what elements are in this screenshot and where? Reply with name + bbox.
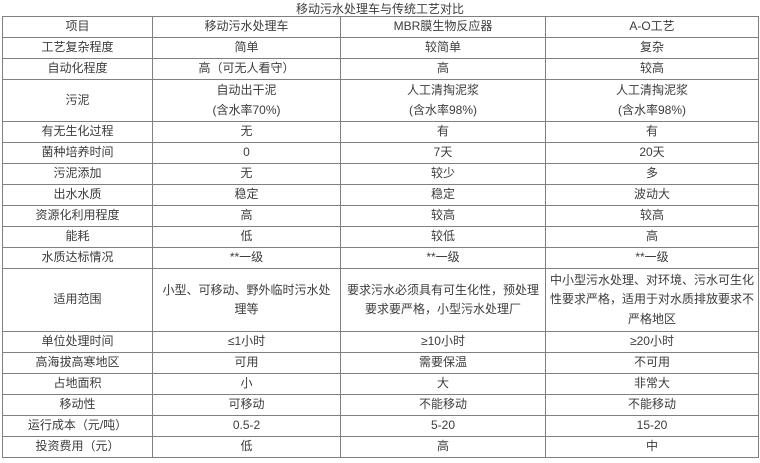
header-cell: 项目: [2, 16, 153, 38]
data-cell: 稳定: [340, 184, 546, 206]
data-cell: 高: [545, 226, 759, 248]
row-label-cell: 移动性: [2, 394, 153, 416]
data-cell: 较低: [340, 226, 546, 248]
data-cell: 20天: [545, 142, 759, 164]
data-cell: 较高: [340, 205, 546, 227]
header-cell: 移动污水处理车: [152, 16, 341, 38]
row-label-cell: 菌种培养时间: [2, 142, 153, 164]
header-cell: A-O工艺: [545, 16, 759, 38]
data-cell: 无: [152, 163, 341, 185]
data-cell: 需要保温: [340, 352, 546, 374]
table-row: 单位处理时间 ≤1小时 ≥10小时 ≥20小时: [2, 331, 759, 353]
data-cell: 15-20: [545, 415, 759, 437]
data-cell: 较高: [545, 205, 759, 227]
data-cell: 多: [545, 163, 759, 185]
table-row: 运行成本（元/吨） 0.5-2 5-20 15-20: [2, 415, 759, 437]
table-row: 有无生化过程 无 有 有: [2, 121, 759, 143]
data-cell: 波动大: [545, 184, 759, 206]
data-cell: ≥10小时: [340, 331, 546, 353]
data-cell: 不可用: [545, 352, 759, 374]
table-header-row: 项目 移动污水处理车 MBR膜生物反应器 A-O工艺: [2, 16, 759, 38]
table-row: 适用范围 小型、可移动、野外临时污水处理等 要求污水必须具有可生化性，预处理要求…: [2, 268, 759, 332]
row-label-cell: 占地面积: [2, 373, 153, 395]
table-row: 资源化利用程度 高 较高 较高: [2, 205, 759, 227]
data-cell: 7天: [340, 142, 546, 164]
data-cell: 有: [340, 121, 546, 143]
data-cell: 简单: [152, 37, 341, 59]
data-cell: 较少: [340, 163, 546, 185]
data-cell: 不能移动: [545, 394, 759, 416]
data-cell: 低: [152, 226, 341, 248]
data-cell: 有: [545, 121, 759, 143]
data-cell: 中小型污水处理、对环境、污水可生化性要求严格，适用于对水质排放要求不严格地区: [545, 268, 759, 332]
row-label-cell: 有无生化过程: [2, 121, 153, 143]
data-cell: 可用: [152, 352, 341, 374]
row-label-cell: 水质达标情况: [2, 247, 153, 269]
data-cell: ≤1小时: [152, 331, 341, 353]
data-cell: 高: [340, 436, 546, 458]
row-label-cell: 能耗: [2, 226, 153, 248]
data-cell: 要求污水必须具有可生化性，预处理要求要严格，小型污水处理厂: [340, 268, 546, 332]
data-cell: 小: [152, 373, 341, 395]
table-row: 水质达标情况 **一级 **一级 **一级: [2, 247, 759, 269]
table-row: 占地面积 小 大 非常大: [2, 373, 759, 395]
data-cell: 较简单: [340, 37, 546, 59]
row-label-cell: 污泥添加: [2, 163, 153, 185]
row-label-cell: 运行成本（元/吨）: [2, 415, 153, 437]
table-row: 移动性 可移动 不能移动 不能移动: [2, 394, 759, 416]
table-row: 高海拔高寒地区 可用 需要保温 不可用: [2, 352, 759, 374]
data-cell: 0.5-2: [152, 415, 341, 437]
row-label-cell: 污泥: [2, 79, 153, 122]
table-row: 污泥添加 无 较少 多: [2, 163, 759, 185]
data-cell: 无: [152, 121, 341, 143]
data-cell: 人工清掏泥浆 (含水率98%): [340, 79, 546, 122]
data-cell: 较高: [545, 58, 759, 80]
data-cell: 高（可无人看守）: [152, 58, 341, 80]
header-cell: MBR膜生物反应器: [340, 16, 546, 38]
data-cell: 中: [545, 436, 759, 458]
data-cell: 高: [340, 58, 546, 80]
row-label-cell: 工艺复杂程度: [2, 37, 153, 59]
row-label-cell: 单位处理时间: [2, 331, 153, 353]
table-row: 污泥 自动出干泥 (含水率70%) 人工清掏泥浆 (含水率98%) 人工清掏泥浆…: [2, 79, 759, 122]
data-cell: 5-20: [340, 415, 546, 437]
data-cell: 人工清掏泥浆 (含水率98%): [545, 79, 759, 122]
data-cell: 不能移动: [340, 394, 546, 416]
data-cell: 自动出干泥 (含水率70%): [152, 79, 341, 122]
table-row: 菌种培养时间 0 7天 20天: [2, 142, 759, 164]
data-cell: 大: [340, 373, 546, 395]
table-row: 能耗 低 较低 高: [2, 226, 759, 248]
data-cell: 低: [152, 436, 341, 458]
table-row: 投资费用（元） 低 高 中: [2, 436, 759, 458]
data-cell: 高: [152, 205, 341, 227]
data-cell: **一级: [152, 247, 341, 269]
row-label-cell: 出水水质: [2, 184, 153, 206]
row-label-cell: 投资费用（元）: [2, 436, 153, 458]
table-row: 自动化程度 高（可无人看守） 高 较高: [2, 58, 759, 80]
data-cell: **一级: [545, 247, 759, 269]
data-cell: 非常大: [545, 373, 759, 395]
data-cell: 可移动: [152, 394, 341, 416]
row-label-cell: 适用范围: [2, 268, 153, 332]
comparison-table: 项目 移动污水处理车 MBR膜生物反应器 A-O工艺 工艺复杂程度 简单 较简单…: [2, 16, 759, 458]
data-cell: 稳定: [152, 184, 341, 206]
row-label-cell: 高海拔高寒地区: [2, 352, 153, 374]
row-label-cell: 自动化程度: [2, 58, 153, 80]
data-cell: 0: [152, 142, 341, 164]
row-label-cell: 资源化利用程度: [2, 205, 153, 227]
table-row: 出水水质 稳定 稳定 波动大: [2, 184, 759, 206]
data-cell: 复杂: [545, 37, 759, 59]
data-cell: ≥20小时: [545, 331, 759, 353]
data-cell: **一级: [340, 247, 546, 269]
page-title: 移动污水处理车与传统工艺对比: [295, 2, 464, 16]
table-row: 工艺复杂程度 简单 较简单 复杂: [2, 37, 759, 59]
data-cell: 小型、可移动、野外临时污水处理等: [152, 268, 341, 332]
